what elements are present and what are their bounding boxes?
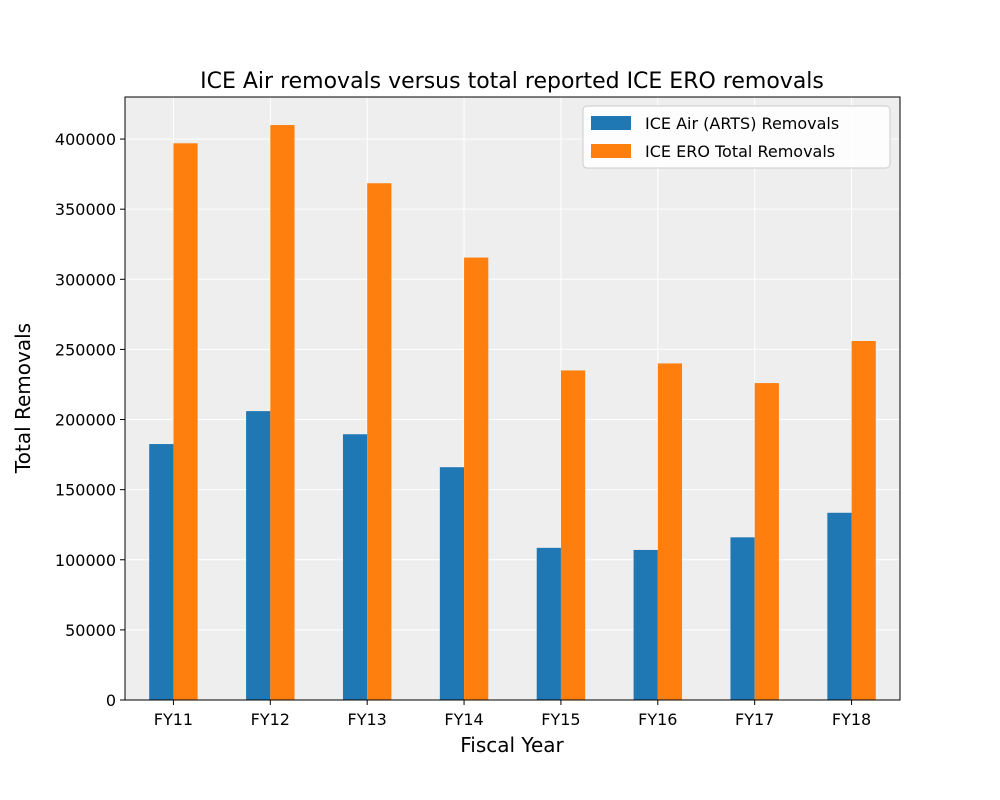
bar-0-FY11 (149, 444, 174, 700)
x-tick-label: FY18 (832, 710, 871, 729)
y-tick-label: 300000 (55, 270, 116, 289)
bar-0-FY18 (827, 512, 852, 700)
y-tick-label: 250000 (55, 340, 116, 359)
bar-0-FY15 (536, 547, 561, 700)
bar-0-FY12 (246, 411, 271, 700)
legend-label: ICE ERO Total Removals (645, 142, 835, 161)
y-tick-label: 400000 (55, 130, 116, 149)
plot-area: 0 50000 100000 150000 200000 250000 300000 3500… (55, 96, 901, 729)
bar-1-FY12 (270, 125, 295, 700)
x-tick-label: FY11 (154, 710, 193, 729)
x-tick-label: FY12 (251, 710, 290, 729)
legend-swatch (591, 116, 631, 130)
y-tick-label: 350000 (55, 200, 116, 219)
legend (582, 105, 891, 169)
x-tick-label: FY14 (444, 710, 483, 729)
x-tick-label: FY16 (638, 710, 677, 729)
y-tick-label: 150000 (55, 481, 116, 500)
bar-1-FY18 (851, 341, 876, 700)
bar-1-FY13 (367, 183, 392, 700)
x-tick-label: FY15 (541, 710, 580, 729)
bar-1-FY15 (560, 370, 586, 700)
bar-0-FY16 (633, 549, 658, 700)
x-axis-label: Fiscal Year (460, 733, 564, 757)
bar-1-FY11 (173, 143, 198, 701)
bar-0-FY14 (439, 467, 465, 700)
y-tick-label: 50000 (65, 621, 116, 640)
legend-label: ICE Air (ARTS) Removals (645, 114, 839, 133)
plot-background (125, 97, 900, 700)
bar-1-FY16 (657, 363, 683, 700)
bar-1-FY14 (464, 257, 489, 700)
y-axis-label: Total Removals (11, 323, 35, 474)
bar-1-FY17 (754, 383, 779, 700)
y-tick-label: 200000 (55, 411, 116, 430)
bar-0-FY13 (342, 434, 368, 700)
x-tick-label: FY17 (735, 710, 774, 729)
bar-0-FY17 (730, 537, 755, 700)
y-tick-label: 0 (106, 691, 116, 710)
x-tick-label: FY13 (348, 710, 387, 729)
chart-title: ICE Air removals versus total reported I… (200, 69, 824, 94)
plot-border (124, 96, 901, 701)
y-tick-label: 100000 (55, 551, 116, 570)
legend-swatch (591, 144, 631, 158)
